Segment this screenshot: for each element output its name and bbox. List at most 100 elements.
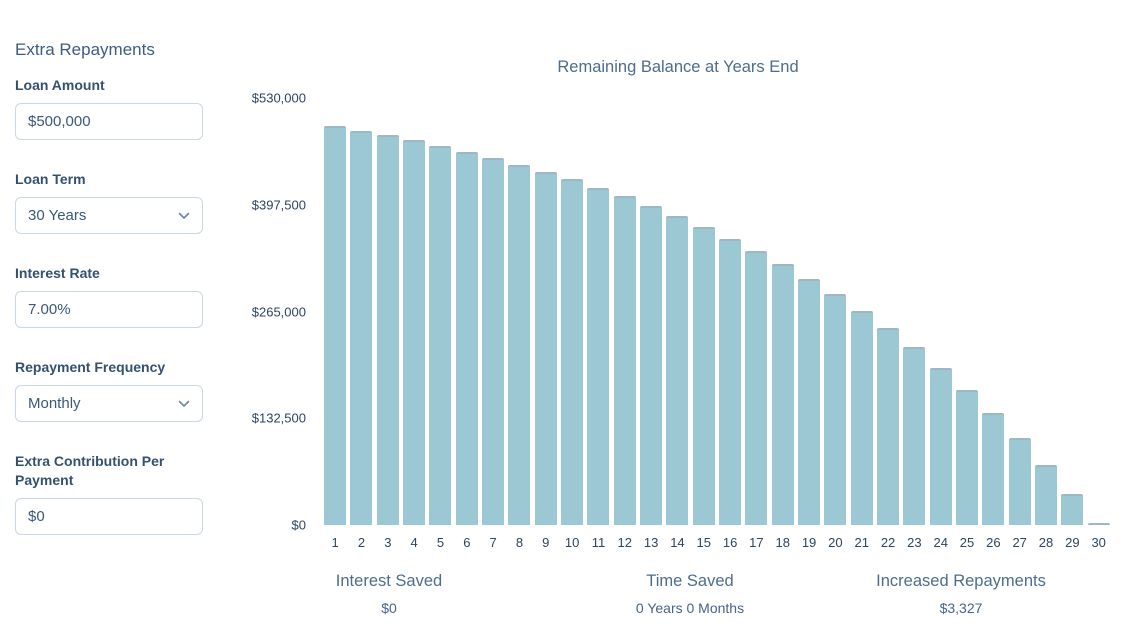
bar-year-10: [561, 179, 584, 525]
bar-slot: [691, 98, 717, 525]
bar-year-9: [534, 171, 557, 525]
x-tick-label: 2: [357, 535, 366, 550]
stat-interest-saved: Interest Saved $0: [279, 572, 499, 616]
bar-year-17: [745, 251, 768, 525]
bar-year-27: [1008, 438, 1031, 525]
x-tick-label: 15: [696, 535, 711, 550]
repayment-frequency-selected-value: Monthly: [28, 395, 81, 412]
y-axis: $530,000 $397,500 $265,000 $132,500 $0: [230, 91, 306, 533]
x-tick-label: 22: [880, 535, 896, 550]
y-tick-label: $132,500: [251, 410, 306, 426]
interest-rate-input[interactable]: [15, 291, 203, 328]
bar-slot: [743, 98, 769, 525]
y-tick-label: $0: [291, 517, 306, 533]
x-tick-label: 5: [436, 535, 445, 550]
x-tick-label: 18: [775, 535, 790, 550]
bar-year-15: [692, 226, 715, 525]
y-tick-label: $530,000: [251, 90, 306, 106]
bar-slot: [717, 98, 743, 525]
bar-year-18: [771, 264, 794, 525]
bar-year-3: [376, 135, 399, 525]
bar-year-24: [929, 367, 952, 525]
bar-year-25: [956, 389, 979, 525]
loan-term-select[interactable]: 30 Years: [15, 197, 203, 234]
loan-term-label: Loan Term: [15, 171, 86, 187]
bar-slot: [770, 98, 796, 525]
extra-contribution-label: Extra Contribution Per Payment: [15, 453, 165, 488]
bar-year-29: [1061, 494, 1084, 525]
repayment-frequency-select[interactable]: Monthly: [15, 385, 203, 422]
repayment-frequency-group: Repayment Frequency Monthly: [15, 358, 204, 422]
bar-year-26: [982, 413, 1005, 525]
bar-slot: [585, 98, 611, 525]
x-tick-label: 6: [463, 535, 471, 550]
loan-amount-label: Loan Amount: [15, 77, 105, 93]
stat-value: $3,327: [939, 600, 983, 616]
stat-label: Interest Saved: [335, 572, 443, 590]
bar-slot: [664, 98, 690, 525]
bar-slot: [1059, 98, 1085, 525]
x-tick-label: 20: [828, 535, 843, 550]
chart-title: Remaining Balance at Years End: [557, 58, 799, 76]
bar-slot: [875, 98, 901, 525]
bar-year-4: [403, 140, 426, 525]
bar-slot: [612, 98, 638, 525]
x-tick-label: 1: [331, 535, 339, 550]
bar-slot: [1033, 98, 1059, 525]
x-tick-label: 21: [854, 535, 869, 550]
bar-year-28: [1035, 465, 1058, 525]
bar-year-8: [508, 164, 531, 525]
x-tick-label: 26: [986, 535, 1001, 550]
loan-term-group: Loan Term 30 Years: [15, 170, 204, 234]
x-tick-label: 25: [959, 535, 975, 550]
x-tick-label: 13: [643, 535, 659, 550]
bar-slot: [533, 98, 559, 525]
x-tick-label: 24: [933, 535, 948, 550]
loan-amount-group: Loan Amount: [15, 76, 204, 140]
x-tick-label: 14: [670, 535, 685, 550]
bar-slot: [1086, 98, 1112, 525]
bar-year-22: [877, 328, 900, 525]
stat-value: 0 Years 0 Months: [635, 600, 745, 616]
x-tick-label: 23: [907, 535, 922, 550]
x-tick-label: 4: [410, 535, 418, 550]
bar-year-2: [350, 130, 373, 525]
x-tick-label: 19: [801, 535, 817, 550]
bar-year-23: [903, 347, 926, 525]
stat-time-saved: Time Saved 0 Years 0 Months: [580, 572, 800, 616]
interest-rate-group: Interest Rate: [15, 264, 204, 328]
y-tick-label: $397,500: [251, 197, 306, 213]
interest-rate-label: Interest Rate: [15, 265, 100, 281]
loan-amount-input[interactable]: [15, 103, 203, 140]
bar-slot: [348, 98, 374, 525]
bar-year-11: [587, 187, 610, 525]
bar-year-16: [719, 238, 742, 525]
x-tick-label: 8: [515, 535, 524, 550]
x-tick-label: 17: [749, 535, 764, 550]
x-tick-label: 16: [722, 535, 738, 550]
x-tick-label: 12: [617, 535, 632, 550]
x-tick-label: 11: [591, 535, 606, 550]
bar-slot: [954, 98, 980, 525]
bar-year-1: [324, 126, 347, 525]
bar-year-7: [482, 157, 505, 525]
repayment-frequency-label: Repayment Frequency: [15, 359, 166, 375]
bar-slot: [822, 98, 848, 525]
extra-contribution-group: Extra Contribution Per Payment: [15, 452, 204, 535]
bar-slot: [454, 98, 480, 525]
bar-slot: [427, 98, 453, 525]
bar-year-20: [824, 294, 847, 525]
extra-contribution-input[interactable]: [15, 498, 203, 535]
bar-slot: [322, 98, 348, 525]
bar-year-19: [798, 278, 821, 525]
chevron-down-icon: [178, 400, 190, 408]
x-tick-label: 9: [542, 535, 550, 550]
stat-increased-repayments: Increased Repayments $3,327: [841, 572, 1081, 616]
stat-label: Time Saved: [646, 572, 734, 590]
bar-slot: [1007, 98, 1033, 525]
bar-slot: [375, 98, 401, 525]
bar-year-21: [850, 310, 873, 525]
bar-slot: [401, 98, 427, 525]
panel-heading: Extra Repayments: [15, 40, 155, 59]
